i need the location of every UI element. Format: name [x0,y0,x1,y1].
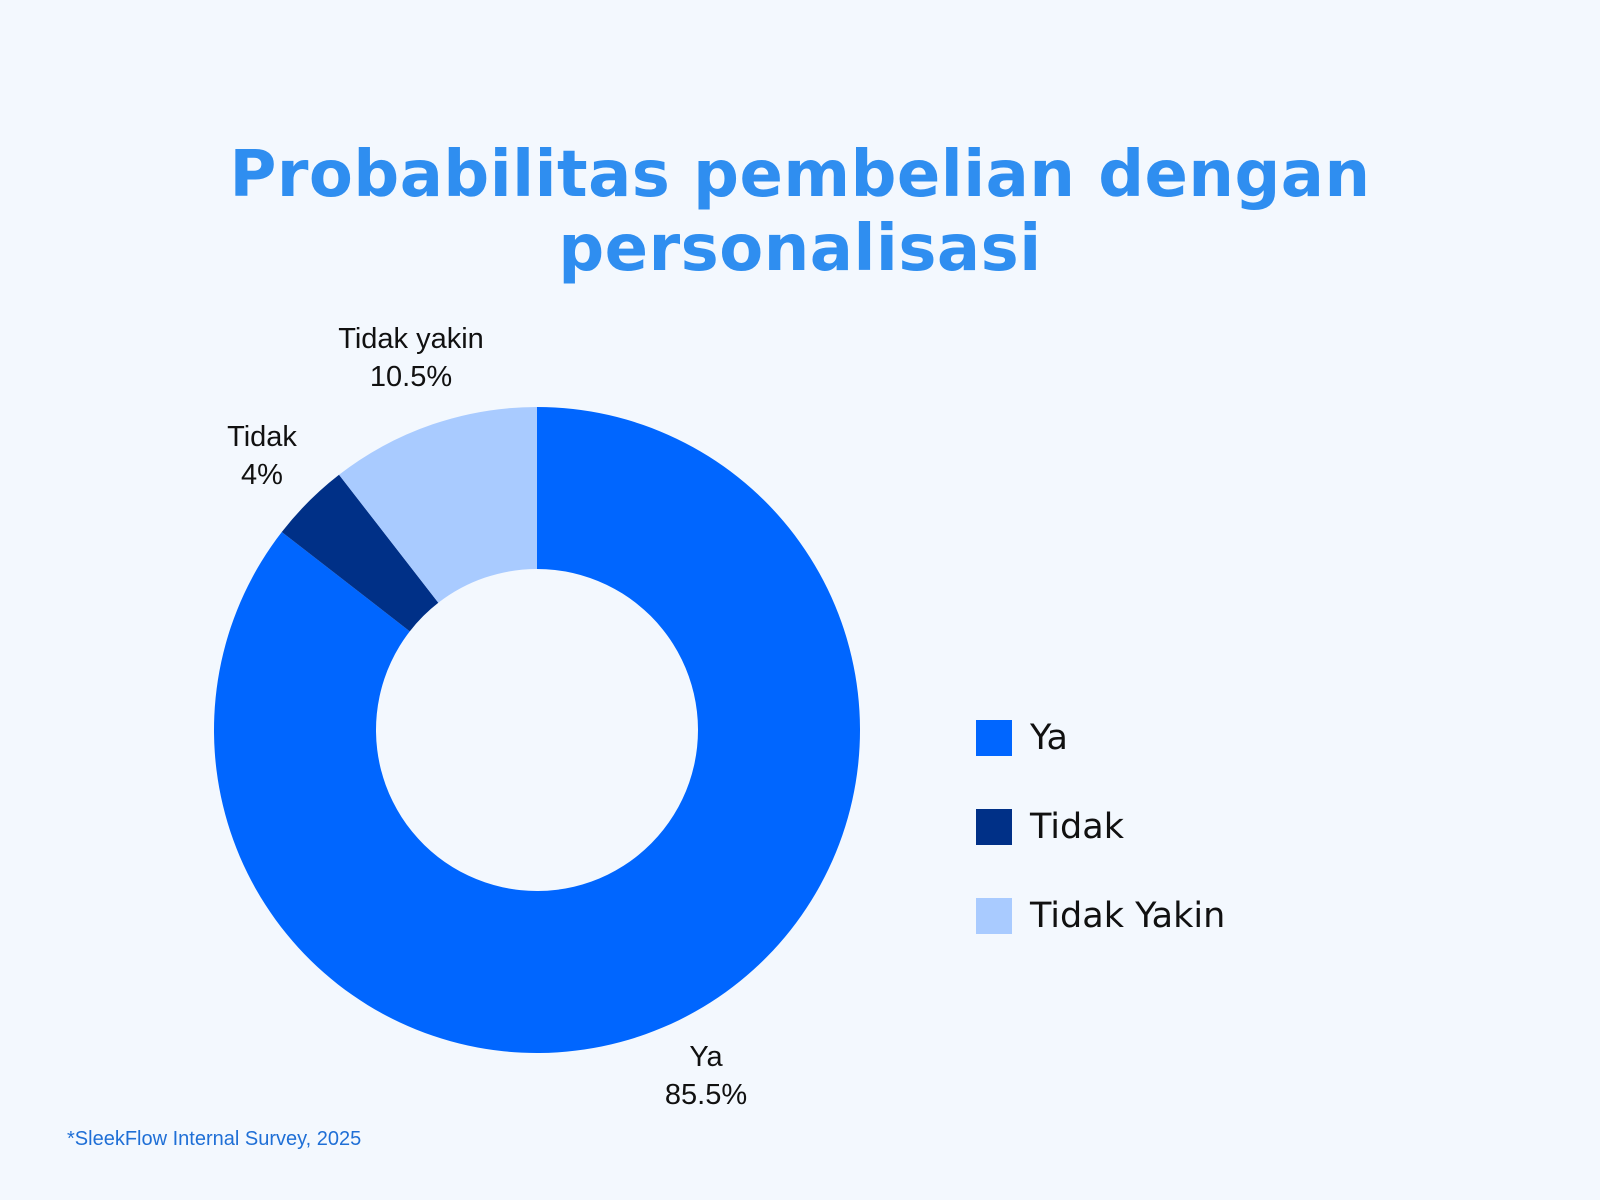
label-ya-name: Ya [689,1041,723,1073]
label-tidak-yakin-value: 10.5% [369,361,453,393]
label-tidak-yakin-name: Tidak yakin [338,323,484,355]
legend-item-tidak-yakin: Tidak Yakin [976,896,1226,936]
source-note: *SleekFlow Internal Survey, 2025 [67,1128,362,1150]
label-ya: Ya 85.5% [665,1038,747,1114]
chart-title: Probabilitas pembelian dengan personalis… [229,138,1371,286]
legend-item-ya: Ya [976,718,1225,758]
legend-item-tidak: Tidak [976,807,1225,847]
legend-swatch-ya [976,720,1012,756]
label-tidak: Tidak 4% [227,418,297,494]
label-ya-value: 85.5% [664,1079,748,1111]
label-tidak-yakin: Tidak yakin 10.5% [338,320,484,396]
slice-ya [213,407,860,1053]
legend-label: Ya [1030,718,1069,758]
legend: Ya Tidak Tidak Yakin [976,718,1226,987]
legend-swatch-tidak-yakin [976,898,1012,934]
label-tidak-name: Tidak [227,421,297,453]
slice-tidak [281,474,439,632]
legend-swatch-tidak [976,809,1012,845]
slice-tidak-yakin [339,407,537,603]
legend-label: Tidak [1030,807,1124,847]
label-tidak-value: 4% [241,459,283,491]
legend-label: Tidak Yakin [1030,896,1226,936]
